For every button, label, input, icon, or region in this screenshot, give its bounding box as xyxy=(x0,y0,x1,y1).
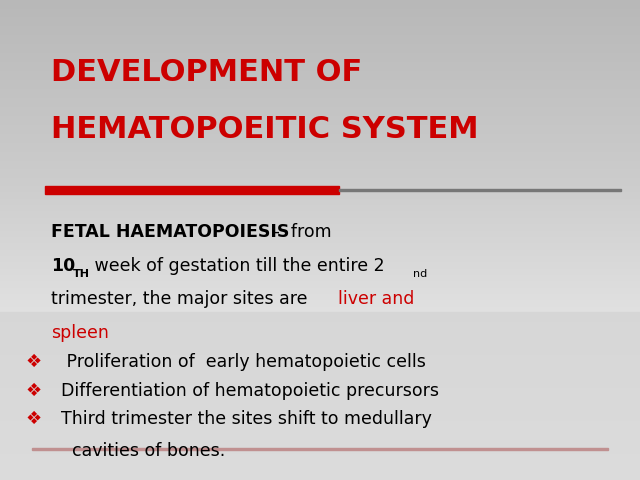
Bar xyxy=(45,186,339,194)
Text: FETAL HAEMATOPOIESIS: FETAL HAEMATOPOIESIS xyxy=(51,223,289,241)
Text: Proliferation of  early hematopoietic cells: Proliferation of early hematopoietic cel… xyxy=(61,353,426,371)
Text: nd: nd xyxy=(413,269,427,279)
Text: cavities of bones.: cavities of bones. xyxy=(61,442,225,460)
Text: trimester, the major sites are: trimester, the major sites are xyxy=(51,290,313,308)
Bar xyxy=(339,189,621,191)
Text: ❖: ❖ xyxy=(26,353,42,371)
Bar xyxy=(32,448,608,450)
Text: HEMATOPOEITIC SYSTEM: HEMATOPOEITIC SYSTEM xyxy=(51,115,479,144)
Text: week of gestation till the entire 2: week of gestation till the entire 2 xyxy=(89,257,385,275)
Text: -  from: - from xyxy=(268,223,331,241)
Text: ❖: ❖ xyxy=(26,410,42,429)
Text: ❖: ❖ xyxy=(26,382,42,399)
Text: TH: TH xyxy=(73,269,90,279)
Text: spleen: spleen xyxy=(51,324,109,342)
Text: 10: 10 xyxy=(51,257,76,275)
Text: liver and: liver and xyxy=(338,290,414,308)
Text: Differentiation of hematopoietic precursors: Differentiation of hematopoietic precurs… xyxy=(61,382,439,399)
Text: Third trimester the sites shift to medullary: Third trimester the sites shift to medul… xyxy=(61,410,431,429)
Text: DEVELOPMENT OF: DEVELOPMENT OF xyxy=(51,58,362,86)
